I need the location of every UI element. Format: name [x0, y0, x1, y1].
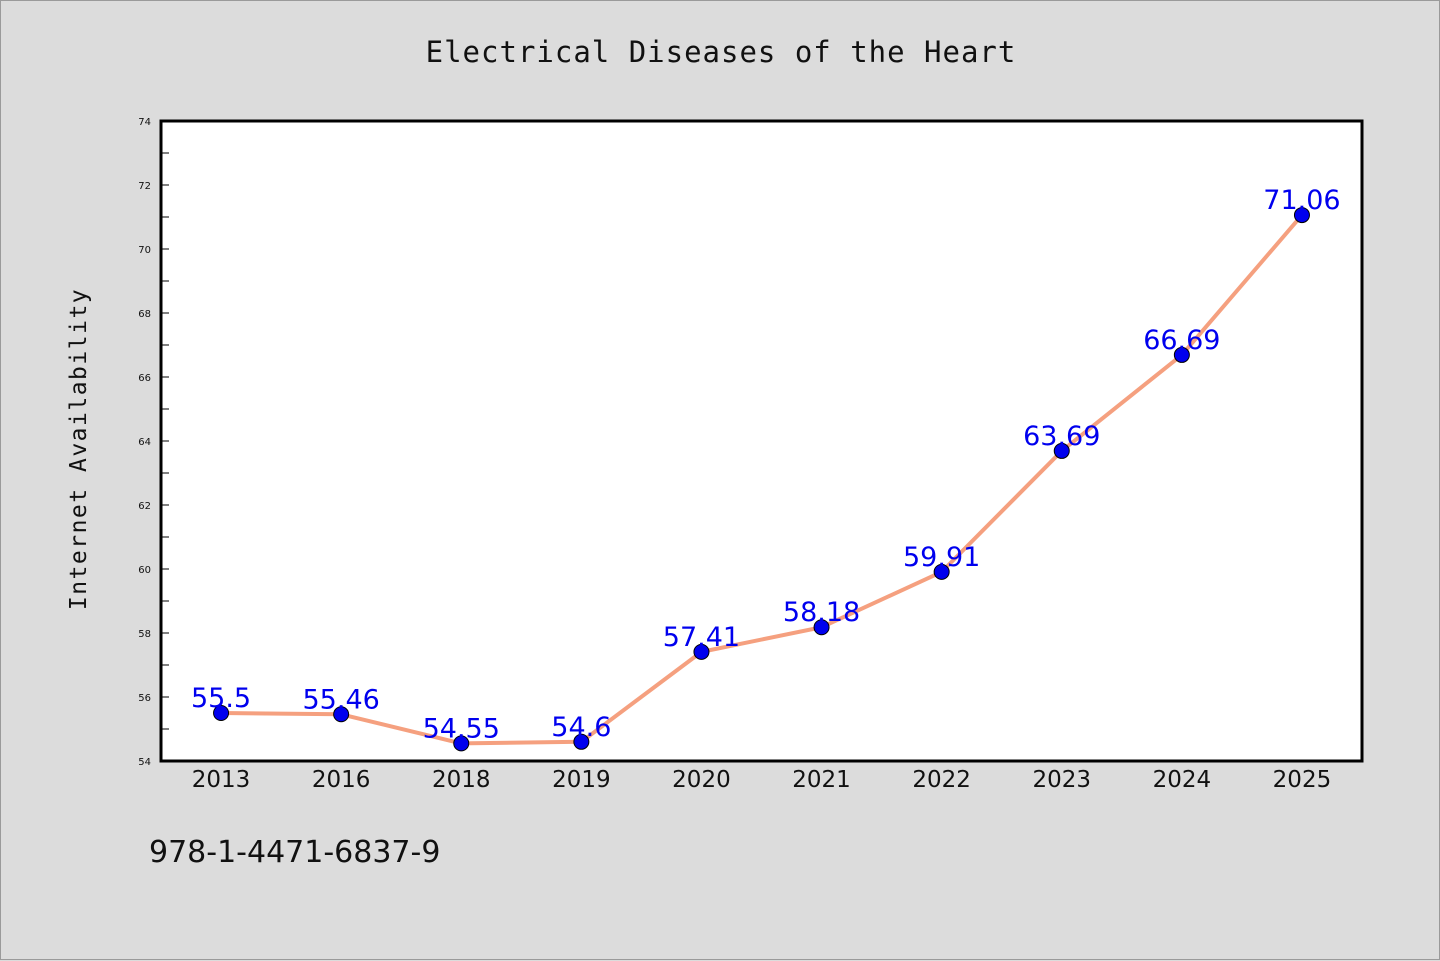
plot-area: [159, 119, 1364, 763]
x-tick-label: 2020: [672, 767, 731, 793]
data-label: 58.18: [783, 597, 860, 628]
series-line: [219, 213, 1304, 746]
data-label: 59.91: [903, 542, 980, 573]
y-tick-label: 68: [138, 309, 151, 320]
y-tick-label: 56: [138, 693, 151, 704]
y-tick-label: 54: [138, 757, 151, 768]
data-point: [1173, 346, 1190, 363]
footnote-isbn: 978-1-4471-6837-9: [149, 835, 441, 870]
y-tick-label: 72: [138, 181, 151, 192]
y-tick-label: 58: [138, 629, 151, 640]
data-point: [453, 735, 470, 752]
data-label: 54.55: [423, 713, 500, 744]
data-point: [933, 563, 950, 580]
data-point: [333, 706, 350, 723]
y-tick-label: 64: [138, 437, 151, 448]
y-tick-label: 62: [138, 501, 151, 512]
data-point: [1293, 207, 1310, 224]
data-point: [1053, 442, 1070, 459]
data-point: [693, 643, 710, 660]
x-tick-label: 2016: [312, 767, 371, 793]
x-tick-label: 2018: [432, 767, 491, 793]
data-label: 55.5: [191, 683, 251, 714]
chart-title: Electrical Diseases of the Heart: [425, 35, 1017, 69]
y-tick-label: 74: [138, 117, 151, 128]
data-point: [213, 705, 230, 721]
data-label: 63.69: [1023, 421, 1100, 452]
x-tick-label: 2023: [1032, 767, 1091, 793]
x-tick-label: 2022: [912, 767, 971, 793]
data-point: [813, 619, 830, 636]
y-tick-label: 60: [138, 565, 151, 576]
data-label: 66.69: [1143, 325, 1220, 356]
y-tick-label: 66: [138, 373, 151, 384]
x-tick-label: 2025: [1273, 767, 1332, 793]
data-label: 71.06: [1263, 185, 1340, 216]
y-tick-label: 70: [138, 245, 151, 256]
data-label: 54.6: [551, 712, 611, 743]
data-point: [573, 733, 590, 750]
x-tick-label: 2024: [1153, 767, 1212, 793]
x-tick-label: 2013: [192, 767, 251, 793]
data-label: 57.41: [663, 622, 740, 653]
data-label: 55.46: [303, 684, 380, 715]
x-tick-label: 2021: [792, 767, 851, 793]
x-tick-label: 2019: [552, 767, 611, 793]
